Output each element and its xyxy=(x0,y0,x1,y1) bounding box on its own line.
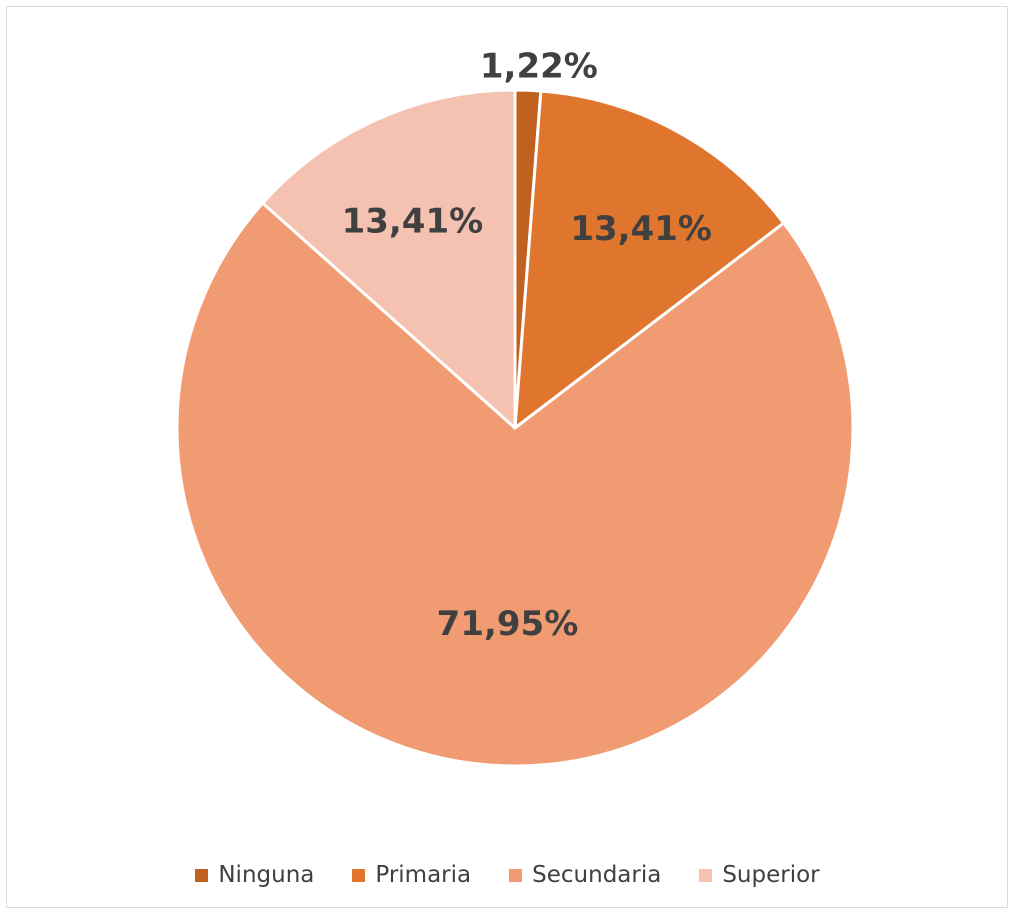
legend-label: Ninguna xyxy=(218,862,315,888)
legend-swatch xyxy=(195,868,209,882)
legend-swatch xyxy=(352,868,366,882)
legend-item-ninguna: Ninguna xyxy=(195,862,314,888)
legend-swatch xyxy=(509,868,523,882)
legend-item-secundaria: Secundaria xyxy=(509,862,661,888)
pie-slice-secundaria xyxy=(175,201,855,768)
data-label-primaria: 13,41% xyxy=(570,209,712,249)
legend-label: Primaria xyxy=(375,862,472,888)
legend-swatch xyxy=(699,868,713,882)
pie-slice-superior xyxy=(261,88,517,430)
legend-label: Secundaria xyxy=(532,862,662,888)
legend-item-primaria: Primaria xyxy=(352,862,471,888)
data-label-superior: 13,41% xyxy=(342,201,484,241)
legend-label: Superior xyxy=(722,862,820,888)
pie-slice-primaria xyxy=(513,89,786,430)
data-label-ninguna: 1,22% xyxy=(480,47,598,87)
legend: Ninguna Primaria Secundaria Superior xyxy=(0,862,1015,888)
legend-item-superior: Superior xyxy=(699,862,820,888)
pie-slices xyxy=(175,88,855,768)
data-label-secundaria: 71,95% xyxy=(437,604,579,644)
data-labels: 1,22% 13,41% 71,95% 13,41% xyxy=(342,47,712,644)
